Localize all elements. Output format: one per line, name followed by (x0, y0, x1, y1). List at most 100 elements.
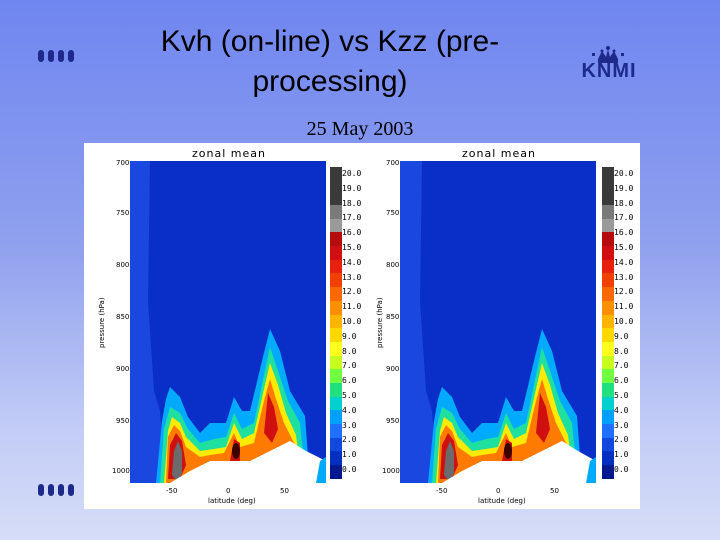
colorbar-label: 1.0 (342, 450, 357, 460)
colorbar-swatch (330, 410, 342, 424)
colorbar-label: 4.0 (342, 405, 357, 415)
slide-subtitle: 25 May 2003 (306, 118, 414, 140)
figure-panel: zonal mean pressure (hPa) 700 750 800 85… (84, 143, 640, 509)
colorbar-swatch (602, 437, 614, 452)
right-y-axis-label: pressure (hPa) (376, 297, 384, 348)
colorbar-label: 6.0 (614, 376, 629, 386)
colorbar-label: 0.0 (342, 464, 357, 474)
colorbar-label: 16.0 (614, 228, 634, 238)
left-contour-plot (130, 161, 326, 483)
right-xtick-neg50: -50 (436, 487, 448, 495)
colorbar-swatch (330, 287, 342, 301)
colorbar-label: 13.0 (342, 272, 362, 282)
left-ytick-900: 900 (116, 365, 130, 373)
colorbar-label: 9.0 (614, 331, 629, 341)
colorbar-label: 9.0 (342, 331, 357, 341)
colorbar-swatch (330, 437, 342, 452)
crown-logo-icon (592, 46, 624, 63)
colorbar-label: 13.0 (614, 272, 634, 282)
left-colorbar-labels: 20.0 19.0 18.0 17.0 16.0 15.0 14.0 13.0 12.0 11.0… (342, 167, 361, 478)
colorbar-swatch (602, 355, 614, 370)
right-contour-plot (400, 161, 596, 483)
colorbar-swatch (602, 232, 614, 247)
slide-title-line2: processing) (252, 65, 408, 98)
colorbar-label: 16.0 (342, 228, 362, 238)
colorbar-label: 14.0 (614, 257, 634, 267)
slide-title: Kvh (on-line) vs Kzz (pre- processing) (130, 22, 530, 102)
colorbar-swatch (330, 314, 342, 329)
colorbar-swatch (330, 273, 342, 288)
colorbar-label: 2.0 (342, 435, 357, 445)
colorbar-swatch (330, 355, 342, 370)
right-xtick-50: 50 (550, 487, 559, 495)
colorbar-swatch (602, 300, 614, 315)
right-colorbar (602, 167, 614, 479)
right-plot-panel: zonal mean pressure (hPa) 700 750 800 85… (362, 143, 640, 509)
colorbar-label: 1.0 (614, 450, 629, 460)
right-ytick-850: 850 (386, 313, 400, 321)
colorbar-swatch (330, 465, 342, 479)
right-ytick-800: 800 (386, 261, 400, 269)
colorbar-swatch (602, 382, 614, 397)
left-xtick-50: 50 (280, 487, 289, 495)
colorbar-label: 11.0 (614, 302, 634, 312)
colorbar-swatch (330, 300, 342, 315)
colorbar-label: 18.0 (614, 198, 634, 208)
colorbar-label: 19.0 (342, 183, 362, 193)
colorbar-swatch (602, 424, 614, 438)
left-xtick-0: 0 (226, 487, 231, 495)
colorbar-label: 17.0 (614, 213, 634, 223)
right-colorbar-labels: 20.0 19.0 18.0 17.0 16.0 15.0 14.0 13.0 12.0 11.0… (614, 167, 633, 478)
colorbar-swatch (602, 259, 614, 274)
colorbar-swatch (602, 410, 614, 424)
colorbar-label: 19.0 (614, 183, 634, 193)
knmi-logo-text: KNMI (581, 60, 637, 82)
colorbar-label: 6.0 (342, 376, 357, 386)
bullet-dots-bottom (38, 484, 74, 496)
colorbar-swatch (330, 205, 342, 219)
colorbar-label: 10.0 (342, 316, 362, 326)
colorbar-label: 7.0 (614, 361, 629, 371)
colorbar-swatch (602, 465, 614, 479)
left-ytick-950: 950 (116, 417, 130, 425)
right-ytick-750: 750 (386, 209, 400, 217)
colorbar-label: 14.0 (342, 257, 362, 267)
left-plot-title: zonal mean (192, 147, 266, 160)
colorbar-swatch (602, 314, 614, 329)
colorbar-label: 8.0 (614, 346, 629, 356)
left-plot-panel: zonal mean pressure (hPa) 700 750 800 85… (84, 143, 362, 509)
colorbar-swatch (330, 382, 342, 397)
left-xtick-neg50: -50 (166, 487, 178, 495)
bullet-dots-top (38, 50, 74, 62)
right-ytick-950: 950 (386, 417, 400, 425)
colorbar-swatch (330, 341, 342, 356)
colorbar-swatch (602, 205, 614, 219)
colorbar-swatch (330, 246, 342, 260)
colorbar-label: 4.0 (614, 405, 629, 415)
right-ytick-700: 700 (386, 159, 400, 167)
left-ytick-800: 800 (116, 261, 130, 269)
left-ytick-850: 850 (116, 313, 130, 321)
colorbar-label: 18.0 (342, 198, 362, 208)
colorbar-swatch (330, 328, 342, 342)
colorbar-swatch (330, 167, 342, 205)
colorbar-swatch (330, 232, 342, 247)
colorbar-label: 2.0 (614, 435, 629, 445)
right-ytick-900: 900 (386, 365, 400, 373)
colorbar-swatch (330, 451, 342, 466)
left-ytick-700: 700 (116, 159, 130, 167)
right-plot-title: zonal mean (462, 147, 536, 160)
left-ytick-1000: 1000 (112, 467, 130, 475)
colorbar-swatch (602, 396, 614, 411)
colorbar-label: 11.0 (342, 302, 362, 312)
colorbar-swatch (602, 167, 614, 205)
colorbar-label: 5.0 (342, 390, 357, 400)
colorbar-label: 20.0 (614, 169, 634, 178)
colorbar-swatch (602, 328, 614, 342)
colorbar-swatch (330, 259, 342, 274)
colorbar-label: 10.0 (614, 316, 634, 326)
colorbar-swatch (330, 396, 342, 411)
colorbar-swatch (602, 246, 614, 260)
right-xtick-0: 0 (496, 487, 501, 495)
colorbar-label: 15.0 (614, 242, 634, 252)
